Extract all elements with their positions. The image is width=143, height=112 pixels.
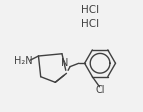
Text: N: N xyxy=(60,58,68,68)
Text: H₂N: H₂N xyxy=(14,56,33,66)
Text: Cl: Cl xyxy=(96,85,105,95)
Text: HCl: HCl xyxy=(82,18,100,29)
Text: HCl: HCl xyxy=(82,5,100,15)
